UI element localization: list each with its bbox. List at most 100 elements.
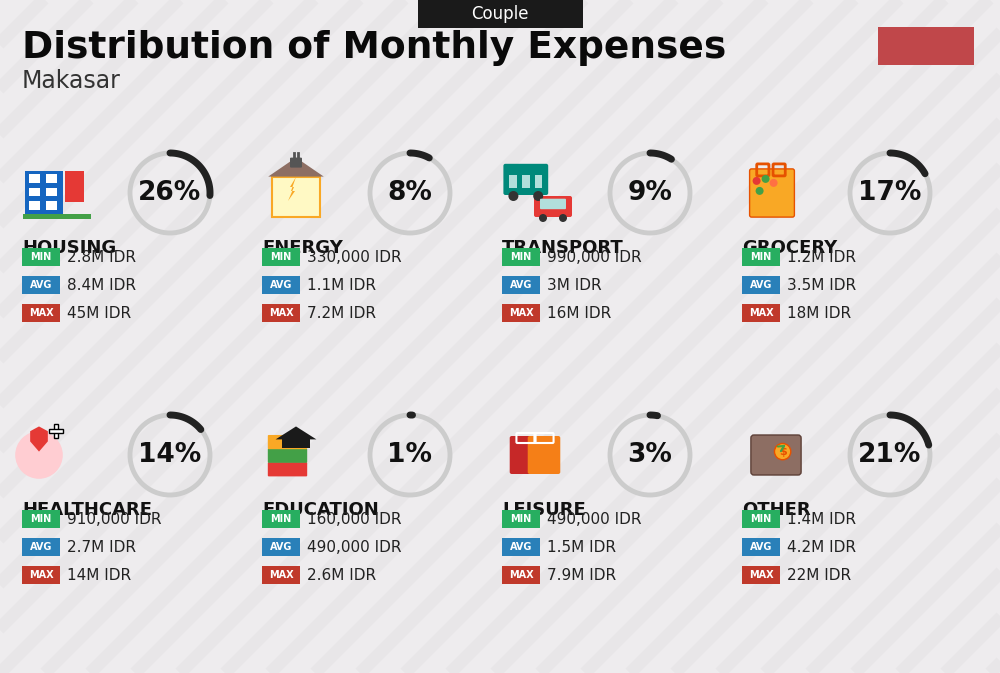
Text: LEISURE: LEISURE <box>502 501 586 519</box>
Text: 17%: 17% <box>858 180 922 206</box>
Text: 22M IDR: 22M IDR <box>787 567 851 583</box>
Text: 14M IDR: 14M IDR <box>67 567 131 583</box>
Text: Couple: Couple <box>471 5 529 23</box>
FancyBboxPatch shape <box>54 424 58 438</box>
Text: ENERGY: ENERGY <box>262 239 343 257</box>
Text: 45M IDR: 45M IDR <box>67 306 131 320</box>
Text: MIN: MIN <box>30 252 52 262</box>
Polygon shape <box>288 177 296 201</box>
Text: 7.9M IDR: 7.9M IDR <box>547 567 616 583</box>
FancyBboxPatch shape <box>502 304 540 322</box>
Text: 1.5M IDR: 1.5M IDR <box>547 540 616 555</box>
Text: MAX: MAX <box>749 308 773 318</box>
FancyBboxPatch shape <box>742 510 780 528</box>
FancyBboxPatch shape <box>742 538 780 556</box>
FancyBboxPatch shape <box>29 174 40 182</box>
FancyBboxPatch shape <box>509 175 517 188</box>
FancyBboxPatch shape <box>742 248 780 266</box>
Text: 14%: 14% <box>138 442 202 468</box>
FancyBboxPatch shape <box>22 304 60 322</box>
FancyBboxPatch shape <box>502 510 540 528</box>
Text: MIN: MIN <box>510 514 532 524</box>
Text: Distribution of Monthly Expenses: Distribution of Monthly Expenses <box>22 30 726 66</box>
Text: MIN: MIN <box>30 514 52 524</box>
Text: 1.4M IDR: 1.4M IDR <box>787 511 856 526</box>
Text: Makasar: Makasar <box>22 69 121 93</box>
FancyBboxPatch shape <box>502 566 540 584</box>
FancyBboxPatch shape <box>46 188 57 197</box>
FancyBboxPatch shape <box>742 276 780 294</box>
Circle shape <box>762 175 770 183</box>
FancyBboxPatch shape <box>262 276 300 294</box>
Text: 1%: 1% <box>388 442 432 468</box>
Text: AVG: AVG <box>510 542 532 552</box>
Text: AVG: AVG <box>30 542 52 552</box>
FancyBboxPatch shape <box>49 429 63 433</box>
FancyBboxPatch shape <box>751 435 801 475</box>
Circle shape <box>15 431 63 479</box>
FancyBboxPatch shape <box>268 435 307 449</box>
FancyBboxPatch shape <box>22 276 60 294</box>
Text: 1.2M IDR: 1.2M IDR <box>787 250 856 264</box>
FancyBboxPatch shape <box>22 538 60 556</box>
FancyBboxPatch shape <box>290 157 302 168</box>
Text: AVG: AVG <box>270 542 292 552</box>
Text: 1.1M IDR: 1.1M IDR <box>307 277 376 293</box>
Circle shape <box>559 214 567 222</box>
FancyBboxPatch shape <box>22 248 60 266</box>
FancyBboxPatch shape <box>534 196 572 217</box>
Text: 160,000 IDR: 160,000 IDR <box>307 511 402 526</box>
Text: 3M IDR: 3M IDR <box>547 277 602 293</box>
Text: 3.5M IDR: 3.5M IDR <box>787 277 856 293</box>
Text: 8.4M IDR: 8.4M IDR <box>67 277 136 293</box>
FancyBboxPatch shape <box>510 436 542 474</box>
Text: 990,000 IDR: 990,000 IDR <box>547 250 642 264</box>
FancyBboxPatch shape <box>23 214 91 219</box>
Circle shape <box>774 444 791 460</box>
Text: 26%: 26% <box>138 180 202 206</box>
Text: TRANSPORT: TRANSPORT <box>502 239 624 257</box>
Text: MIN: MIN <box>270 514 292 524</box>
Text: MAX: MAX <box>509 308 533 318</box>
Text: MAX: MAX <box>749 570 773 580</box>
Text: 2.8M IDR: 2.8M IDR <box>67 250 136 264</box>
Text: 490,000 IDR: 490,000 IDR <box>307 540 402 555</box>
Polygon shape <box>268 157 324 176</box>
Text: AVG: AVG <box>750 542 772 552</box>
Circle shape <box>756 187 764 195</box>
Text: MIN: MIN <box>510 252 532 262</box>
Circle shape <box>533 191 543 201</box>
FancyBboxPatch shape <box>282 438 310 448</box>
Text: MIN: MIN <box>270 252 292 262</box>
Text: 7.2M IDR: 7.2M IDR <box>307 306 376 320</box>
FancyBboxPatch shape <box>46 201 57 210</box>
FancyBboxPatch shape <box>29 188 40 197</box>
FancyBboxPatch shape <box>522 175 530 188</box>
FancyBboxPatch shape <box>25 171 63 215</box>
Text: MAX: MAX <box>509 570 533 580</box>
Text: 16M IDR: 16M IDR <box>547 306 611 320</box>
Text: 21%: 21% <box>858 442 922 468</box>
Text: 18M IDR: 18M IDR <box>787 306 851 320</box>
FancyBboxPatch shape <box>268 449 307 463</box>
FancyBboxPatch shape <box>418 0 582 28</box>
Text: MIN: MIN <box>750 514 772 524</box>
Circle shape <box>770 179 778 187</box>
FancyBboxPatch shape <box>262 510 300 528</box>
Text: AVG: AVG <box>270 280 292 290</box>
Text: AVG: AVG <box>30 280 52 290</box>
Text: MAX: MAX <box>29 308 53 318</box>
Text: 910,000 IDR: 910,000 IDR <box>67 511 162 526</box>
Text: OTHER: OTHER <box>742 501 811 519</box>
Text: 330,000 IDR: 330,000 IDR <box>307 250 402 264</box>
FancyBboxPatch shape <box>528 436 560 474</box>
FancyBboxPatch shape <box>540 199 566 209</box>
FancyBboxPatch shape <box>65 171 84 202</box>
Text: 2.7M IDR: 2.7M IDR <box>67 540 136 555</box>
Text: 3%: 3% <box>628 442 672 468</box>
Circle shape <box>508 191 518 201</box>
Circle shape <box>753 177 761 185</box>
FancyBboxPatch shape <box>742 566 780 584</box>
FancyBboxPatch shape <box>22 510 60 528</box>
FancyBboxPatch shape <box>878 27 974 65</box>
